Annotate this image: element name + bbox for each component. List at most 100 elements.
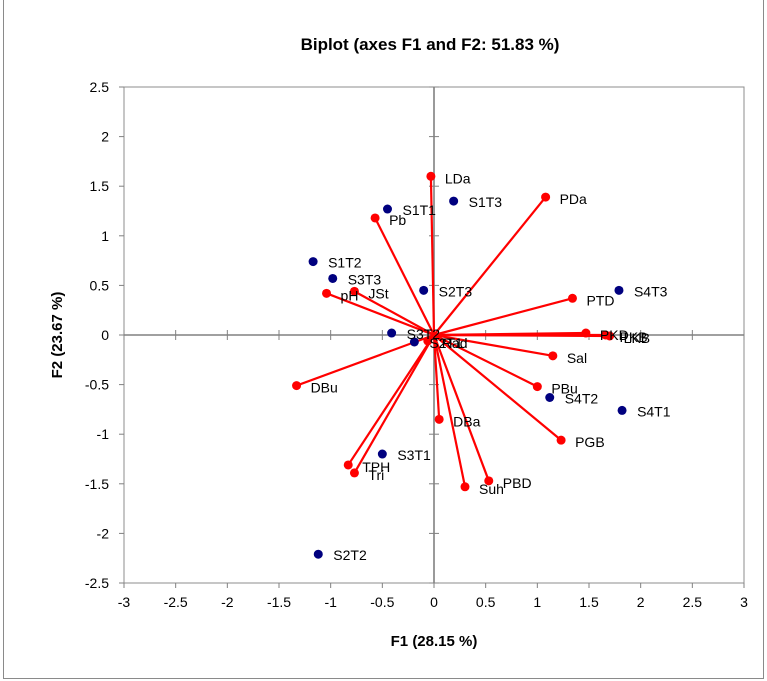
x-tick-label: 2.5	[683, 594, 703, 610]
y-tick-label: 1.5	[90, 178, 110, 194]
variable-point-pgb	[556, 435, 566, 445]
variable-vector-pbu	[433, 334, 538, 388]
observation-label-s2t2: S2T2	[333, 547, 367, 563]
variable-label-tri: Tri	[368, 467, 384, 483]
variable-vector-pda	[433, 196, 547, 336]
observation-label-s3t1: S3T1	[397, 447, 431, 463]
variable-vector-dba	[432, 334, 441, 420]
variable-label-pda: PDa	[560, 191, 587, 207]
observation-label-s2t1: S2T1	[429, 335, 463, 351]
variable-label-sal: Sal	[567, 350, 587, 366]
variable-point-jst	[349, 286, 359, 296]
variable-point-lda	[426, 171, 436, 181]
x-tick-label: 1	[533, 594, 541, 610]
y-axis-title: F2 (23.67 %)	[49, 292, 66, 379]
variable-point-pda	[541, 192, 551, 202]
y-tick-label: -0.5	[85, 377, 109, 393]
variable-label-ptd: PTD	[586, 292, 614, 308]
x-tick-label: -2	[221, 594, 234, 610]
observation-point-s1t1	[383, 204, 392, 214]
variable-label-dbu: DBu	[311, 380, 338, 396]
y-tick-label: -2	[97, 525, 110, 541]
observation-label-s1t2: S1T2	[328, 255, 362, 271]
observation-label-s3t2: S3T2	[407, 326, 441, 342]
chart-frame	[3, 0, 764, 679]
observation-point-s4t1	[617, 405, 627, 415]
variable-label-dba: DBa	[453, 413, 480, 429]
variable-vector-lda	[429, 176, 436, 336]
variable-point-suh	[460, 482, 470, 492]
y-tick-label: -1.5	[85, 476, 109, 492]
variable-point-tri	[349, 468, 359, 478]
y-tick-label: -1	[97, 426, 110, 442]
observation-label-s1t3: S1T3	[469, 194, 503, 210]
x-axis-title: F1 (28.15 %)	[391, 633, 478, 650]
observation-label-s4t3: S4T3	[634, 283, 668, 299]
x-tick-label: 0.5	[476, 594, 496, 610]
variable-label-ph: pH	[341, 287, 359, 303]
variable-point-pbd	[484, 476, 494, 486]
variable-vector-sal	[433, 333, 554, 357]
variable-label-lkb: LKB	[624, 330, 650, 346]
variable-vector-suh	[432, 334, 467, 487]
variable-vector-ptd	[433, 297, 573, 337]
observation-point-s2t1	[409, 337, 419, 347]
variable-label-lda: LDa	[445, 170, 471, 186]
variable-vector-pbd	[432, 334, 490, 482]
variable-point-dbu	[292, 381, 302, 391]
y-tick-label: 0.5	[90, 277, 110, 293]
observation-label-s2t3: S2T3	[439, 283, 473, 299]
y-tick-label: 0	[101, 327, 109, 343]
observation-point-s3t3	[328, 273, 338, 283]
variable-vector-pb	[374, 217, 435, 336]
variable-label-pbu: PBu	[551, 381, 577, 397]
x-tick-label: -0.5	[370, 594, 394, 610]
x-tick-label: -1.5	[267, 594, 291, 610]
variable-vector-tph	[347, 334, 435, 466]
variable-vector-jst	[353, 290, 435, 336]
variable-vector-lkb	[433, 333, 610, 338]
observation-point-s1t2	[308, 257, 318, 267]
observation-point-s3t2	[387, 328, 397, 338]
variable-label-tph: TPH	[362, 459, 390, 475]
variable-point-dba	[434, 414, 444, 424]
observation-point-s2t3	[419, 285, 429, 295]
observation-point-s4t3	[614, 285, 624, 295]
variable-point-pbu	[532, 382, 542, 392]
observation-label-s1t1: S1T1	[403, 202, 437, 218]
x-tick-label: -2.5	[164, 594, 188, 610]
chart-title: Biplot (axes F1 and F2: 51.83 %)	[301, 35, 560, 54]
x-tick-label: 3	[740, 594, 748, 610]
variable-label-rad: Rad	[442, 335, 468, 351]
variable-point-sal	[548, 351, 558, 361]
variable-vector-tri	[353, 334, 435, 474]
variable-label-pkd: PKD	[600, 327, 629, 343]
variable-label-pb: Pb	[389, 212, 406, 228]
variable-vector-ph	[326, 292, 435, 337]
variable-label-pbd: PBD	[503, 475, 532, 491]
y-tick-label: 2	[101, 129, 109, 145]
observation-point-s1t3	[449, 196, 459, 206]
variable-vector-pgb	[433, 334, 562, 441]
observation-point-s4t2	[545, 392, 555, 402]
variable-point-ptd	[567, 293, 577, 303]
observation-label-s4t2: S4T2	[565, 390, 599, 406]
y-tick-label: 1	[101, 228, 109, 244]
variable-label-jst: JSt	[368, 285, 388, 301]
variable-point-lkb	[605, 331, 615, 341]
x-tick-label: 1.5	[579, 594, 599, 610]
variable-label-suh: Suh	[479, 481, 504, 497]
observation-label-s3t3: S3T3	[348, 271, 382, 287]
observation-point-s2t2	[313, 549, 323, 559]
variable-label-pgb: PGB	[575, 434, 605, 450]
x-tick-label: 2	[637, 594, 645, 610]
y-tick-label: -2.5	[85, 575, 109, 591]
x-tick-label: 0	[430, 594, 438, 610]
x-tick-label: -1	[324, 594, 337, 610]
y-tick-label: 2.5	[90, 79, 110, 95]
x-tick-label: -3	[118, 594, 131, 610]
observation-point-s3t1	[377, 449, 387, 459]
observation-label-s4t1: S4T1	[637, 403, 671, 419]
variable-point-pb	[370, 213, 380, 223]
